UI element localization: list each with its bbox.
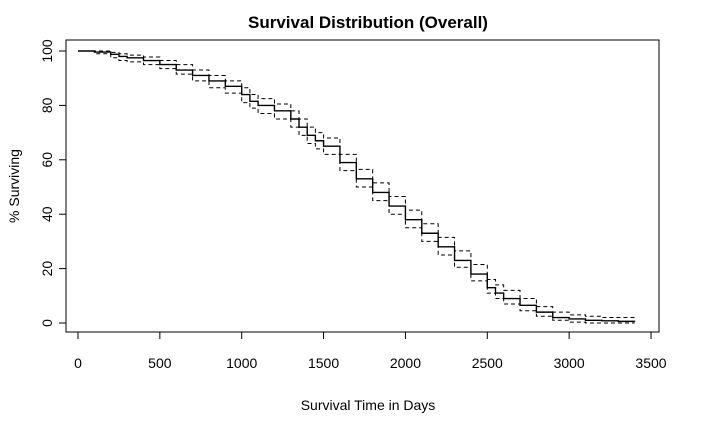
x-tick-label: 1000 (226, 355, 257, 371)
x-tick-label: 2000 (390, 355, 421, 371)
x-tick-label: 3500 (635, 355, 666, 371)
lower-confidence-limit-line (78, 50, 635, 324)
upper-confidence-limit-line (78, 50, 635, 319)
series-layer (78, 50, 636, 324)
y-tick-label: 60 (39, 152, 55, 168)
x-tick-label: 3000 (554, 355, 585, 371)
chart-title: Survival Distribution (Overall) (248, 13, 488, 32)
x-axis: 0 500 1000 1500 2000 2500 3000 3500 (74, 331, 667, 371)
y-tick-label: 40 (39, 206, 55, 222)
y-axis-label: % Surviving (6, 149, 22, 223)
y-tick-label: 100 (39, 39, 55, 63)
y-axis: 0 20 40 60 80 100 (39, 39, 67, 327)
y-tick-label: 0 (39, 319, 55, 327)
y-tick-label: 80 (39, 97, 55, 113)
x-tick-label: 500 (148, 355, 172, 371)
x-axis-label: Survival Time in Days (301, 397, 436, 413)
plot-frame (65, 39, 660, 333)
x-tick-label: 2500 (472, 355, 503, 371)
x-tick-label: 0 (74, 355, 82, 371)
y-tick-label: 20 (39, 261, 55, 277)
x-tick-label: 1500 (308, 355, 339, 371)
